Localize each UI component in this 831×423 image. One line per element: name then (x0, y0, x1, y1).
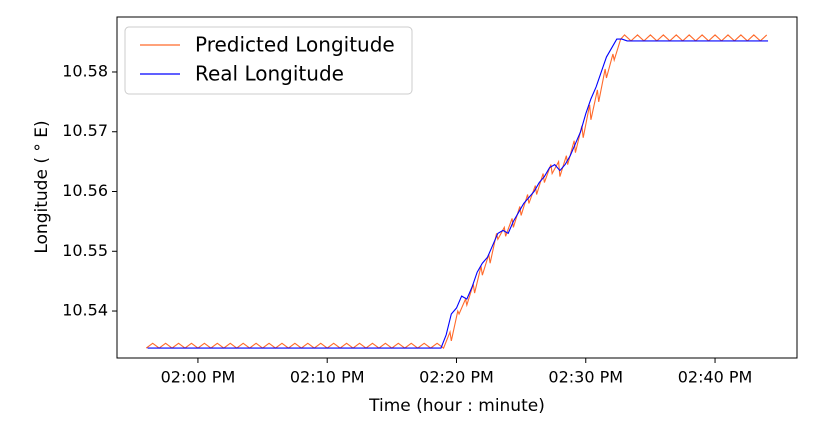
legend-box (124, 26, 413, 95)
y-tick-label: 10.57 (62, 121, 108, 140)
legend-label: Predicted Longitude (195, 33, 395, 57)
x-tick-label: 02:00 PM (161, 368, 236, 387)
x-tick-label: 02:10 PM (290, 368, 365, 387)
x-axis-label: Time (hour : minute) (368, 396, 545, 416)
y-tick-label: 10.56 (62, 181, 108, 200)
x-tick-label: 02:20 PM (419, 368, 494, 387)
data-line (147, 38, 769, 349)
y-tick-label: 10.55 (62, 241, 108, 260)
plot-frame (116, 16, 798, 359)
legend-label: Real Longitude (195, 62, 344, 86)
y-axis-label: Longitude ( ° E) (32, 120, 52, 253)
y-tick-label: 10.58 (62, 61, 108, 80)
x-tick-label: 02:40 PM (678, 368, 753, 387)
x-tick-label: 02:30 PM (548, 368, 623, 387)
y-tick-label: 10.54 (62, 301, 108, 320)
